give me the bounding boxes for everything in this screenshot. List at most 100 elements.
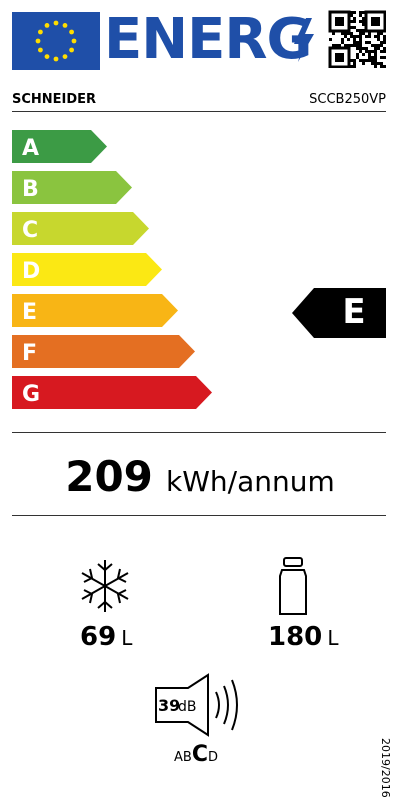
class-arrow xyxy=(12,253,162,286)
qr-cell xyxy=(374,50,377,53)
class-letter: G xyxy=(22,382,40,407)
qr-cell xyxy=(383,50,386,53)
qr-cell xyxy=(365,35,368,38)
noise-class: A xyxy=(174,750,183,765)
eu-flag xyxy=(12,12,100,70)
qr-cell xyxy=(350,14,353,17)
qr-cell xyxy=(341,32,344,35)
qr-cell xyxy=(350,35,353,38)
qr-cell xyxy=(368,53,371,56)
qr-cell xyxy=(368,50,371,53)
class-arrow xyxy=(12,130,107,163)
qr-cell xyxy=(344,44,347,47)
qr-cell xyxy=(362,53,365,56)
star xyxy=(62,54,68,59)
star xyxy=(35,38,41,44)
freezer-volume: 69 L xyxy=(80,622,132,652)
qr-cell xyxy=(356,44,359,47)
star xyxy=(53,20,59,26)
star xyxy=(62,23,68,28)
qr-cell xyxy=(368,41,371,44)
rating-letter: E xyxy=(342,292,365,332)
qr-cell xyxy=(353,35,356,38)
class-letter: D xyxy=(22,259,40,284)
qr-cell xyxy=(353,17,356,20)
qr-cell xyxy=(356,47,359,50)
noise-class: B xyxy=(182,750,192,765)
noise-classes: ABCD xyxy=(174,742,218,767)
qr-cell xyxy=(383,65,386,68)
qr-cell xyxy=(353,11,356,14)
fridge-volume: 180 L xyxy=(268,622,339,652)
qr-cell xyxy=(338,44,341,47)
qr-cell xyxy=(359,20,362,23)
divider xyxy=(12,432,386,433)
star xyxy=(53,56,59,62)
qr-cell xyxy=(359,38,362,41)
snowflake-icon xyxy=(81,560,129,612)
qr-cell xyxy=(380,44,383,47)
qr-cell xyxy=(365,47,368,50)
energy-row: 209 kWh/annum xyxy=(0,452,400,501)
energy-unit: kWh/annum xyxy=(166,465,335,498)
qr-cell xyxy=(374,65,377,68)
qr-cell xyxy=(371,56,374,59)
qr-cell xyxy=(368,56,371,59)
qr-cell xyxy=(353,20,356,23)
qr-cell xyxy=(350,20,353,23)
qr-cell xyxy=(365,41,368,44)
qr-cell xyxy=(362,23,365,26)
energy-value: 209 xyxy=(65,452,153,501)
bolt-icon xyxy=(294,18,314,62)
star xyxy=(69,47,74,53)
qr-cell xyxy=(344,35,347,38)
qr-cell xyxy=(371,50,374,53)
star xyxy=(44,23,50,28)
noise-unit: dB xyxy=(178,699,197,715)
qr-cell xyxy=(359,29,362,32)
qr-cell xyxy=(362,17,365,20)
qr-cell xyxy=(332,32,335,35)
qr-cell xyxy=(383,41,386,44)
fridge-icon xyxy=(279,557,307,615)
qr-cell xyxy=(356,56,359,59)
star xyxy=(69,29,74,35)
class-arrow xyxy=(12,212,149,245)
qr-cell xyxy=(347,44,350,47)
qr-cell xyxy=(356,29,359,32)
qr-finder xyxy=(328,10,351,33)
qr-cell xyxy=(359,32,362,35)
qr-cell xyxy=(380,32,383,35)
class-letter: C xyxy=(22,218,38,243)
class-arrow xyxy=(12,294,178,327)
qr-cell xyxy=(359,47,362,50)
qr-cell xyxy=(371,59,374,62)
class-letter: E xyxy=(22,300,37,325)
qr-cell xyxy=(362,32,365,35)
star xyxy=(71,38,77,44)
qr-cell xyxy=(380,50,383,53)
qr-cell xyxy=(383,38,386,41)
qr-cell xyxy=(377,32,380,35)
qr-cell xyxy=(368,32,371,35)
qr-cell xyxy=(353,44,356,47)
qr-cell xyxy=(374,59,377,62)
qr-cell xyxy=(359,14,362,17)
qr-cell xyxy=(356,53,359,56)
qr-cell xyxy=(383,35,386,38)
qr-cell xyxy=(350,65,353,68)
freezer-value: 69 xyxy=(80,622,117,652)
qr-cell xyxy=(359,11,362,14)
class-arrow xyxy=(12,171,132,204)
qr-cell xyxy=(341,41,344,44)
star xyxy=(38,47,43,53)
class-arrow xyxy=(12,376,212,409)
qr-cell xyxy=(374,53,377,56)
fridge-unit: L xyxy=(327,626,339,650)
qr-cell xyxy=(347,32,350,35)
qr-cell xyxy=(383,56,386,59)
divider xyxy=(12,111,386,112)
qr-cell xyxy=(350,59,353,62)
